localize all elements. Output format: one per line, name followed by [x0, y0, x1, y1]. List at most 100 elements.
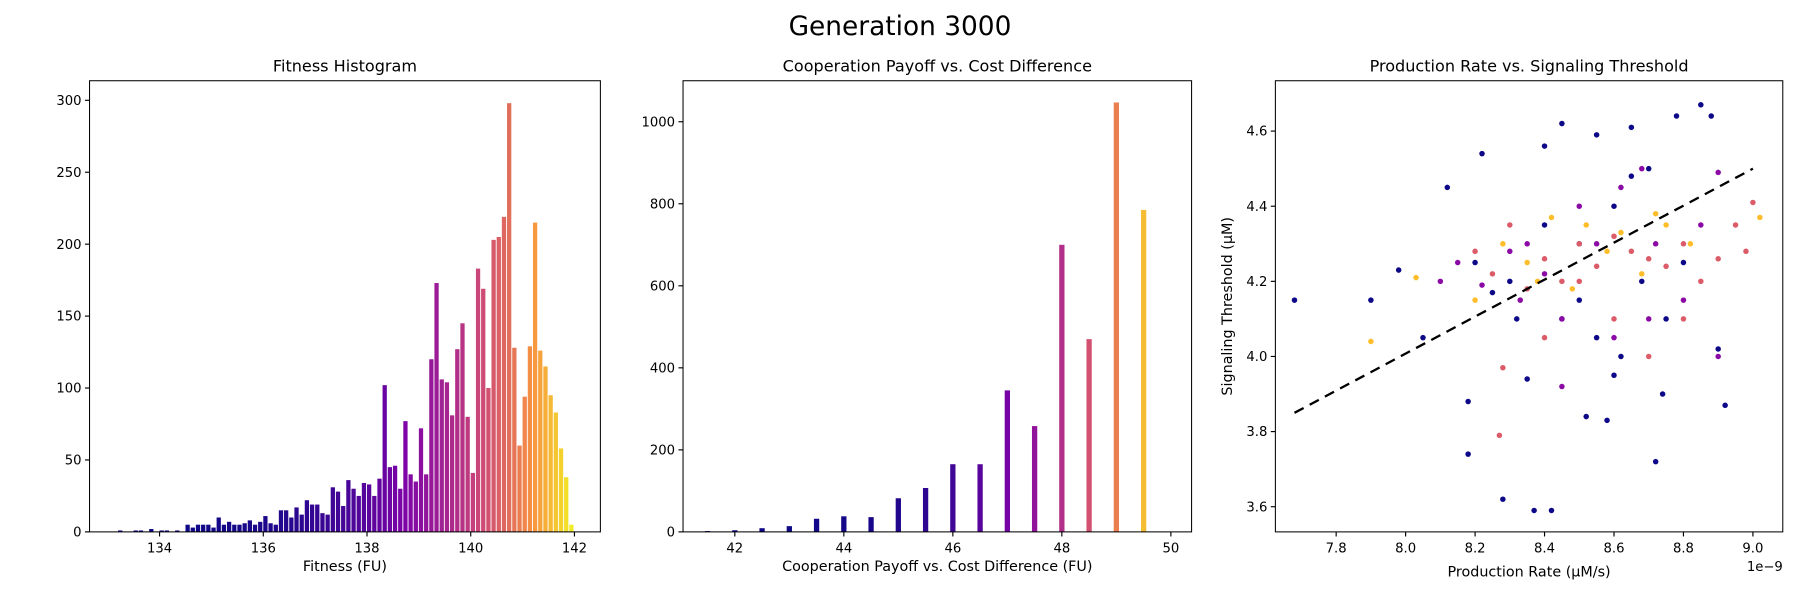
bar — [185, 524, 190, 532]
bar — [335, 491, 341, 532]
point — [1583, 413, 1589, 420]
bar — [481, 288, 486, 532]
point — [1652, 458, 1659, 465]
bar — [320, 513, 325, 532]
x-tick-label: 50 — [1162, 542, 1179, 557]
bar — [133, 530, 138, 532]
bar — [149, 529, 154, 532]
bar — [538, 350, 543, 532]
bar — [1031, 426, 1038, 532]
point — [1496, 432, 1503, 439]
point — [1569, 286, 1576, 292]
bar — [522, 396, 527, 532]
point — [1489, 289, 1496, 296]
bar — [543, 366, 548, 532]
bar — [159, 530, 164, 532]
bar — [475, 268, 481, 532]
bar — [252, 524, 258, 532]
point — [1687, 241, 1694, 247]
bar — [356, 495, 361, 532]
point — [1732, 222, 1739, 228]
x-tick-label: 140 — [458, 542, 483, 557]
point — [1698, 278, 1704, 285]
bar — [175, 530, 180, 532]
point — [1541, 143, 1548, 149]
point — [1715, 169, 1721, 176]
bar — [387, 467, 393, 532]
y-tick-label: 400 — [650, 361, 675, 376]
x-tick-label: 8.0 — [1395, 542, 1416, 557]
point — [1652, 210, 1659, 217]
x-tick-label: 48 — [1053, 542, 1070, 557]
point — [1444, 184, 1451, 191]
point — [1368, 297, 1374, 303]
y-tick-label: 300 — [56, 94, 81, 109]
x-tick-label: 44 — [835, 542, 852, 557]
point — [1548, 507, 1555, 514]
bar — [1140, 209, 1147, 532]
point — [1541, 256, 1548, 262]
point — [1465, 451, 1471, 457]
point — [1618, 184, 1624, 191]
point — [1663, 263, 1669, 270]
y-tick-label: 4.6 — [1246, 125, 1267, 140]
bar — [470, 472, 475, 532]
axes-frame — [682, 80, 1193, 533]
point — [1611, 372, 1617, 378]
bar — [977, 464, 983, 532]
point — [1291, 297, 1298, 303]
point — [1645, 256, 1652, 262]
figure-title: Generation 3000 — [789, 11, 1012, 42]
x-tick-label: 8.8 — [1673, 542, 1694, 557]
point — [1743, 248, 1749, 255]
x-tick-label: 134 — [147, 542, 172, 557]
bar — [491, 239, 496, 532]
point — [1489, 271, 1496, 277]
bar — [195, 524, 201, 532]
chart-title: Cooperation Payoff vs. Cost Difference — [783, 57, 1092, 76]
point — [1645, 316, 1652, 322]
bar — [294, 507, 299, 532]
bar — [304, 500, 310, 532]
point — [1757, 214, 1763, 221]
point — [1698, 222, 1704, 228]
point — [1517, 297, 1523, 303]
point — [1618, 353, 1624, 360]
bar — [330, 487, 335, 532]
bar — [367, 484, 372, 532]
point — [1500, 241, 1506, 247]
x-tick-label: 136 — [251, 542, 276, 557]
bar — [517, 445, 522, 532]
point — [1663, 316, 1669, 322]
point — [1652, 241, 1659, 247]
bar — [424, 474, 429, 532]
point — [1715, 353, 1721, 360]
point — [1611, 316, 1617, 322]
bar — [372, 495, 377, 532]
bar — [413, 481, 418, 532]
point — [1639, 271, 1645, 277]
axes-frame — [89, 80, 601, 533]
chart-title: Production Rate vs. Signaling Threshold — [1370, 57, 1689, 76]
point — [1541, 271, 1548, 277]
bar — [418, 428, 424, 532]
bar — [268, 523, 273, 532]
chart-title: Fitness Histogram — [273, 57, 417, 76]
bar — [118, 530, 123, 532]
point — [1611, 334, 1617, 341]
bar — [403, 421, 408, 532]
x-tick-label: 46 — [944, 542, 961, 557]
bar — [486, 388, 491, 532]
bar — [465, 416, 470, 532]
point — [1715, 256, 1721, 262]
bar — [558, 448, 564, 532]
point — [1576, 297, 1583, 303]
point — [1541, 222, 1548, 228]
point — [1500, 364, 1506, 371]
point — [1576, 241, 1583, 247]
bar — [341, 505, 346, 532]
y-tick-label: 50 — [65, 454, 82, 469]
point — [1454, 259, 1461, 266]
point — [1698, 102, 1704, 108]
x-tick-label: 138 — [354, 542, 379, 557]
